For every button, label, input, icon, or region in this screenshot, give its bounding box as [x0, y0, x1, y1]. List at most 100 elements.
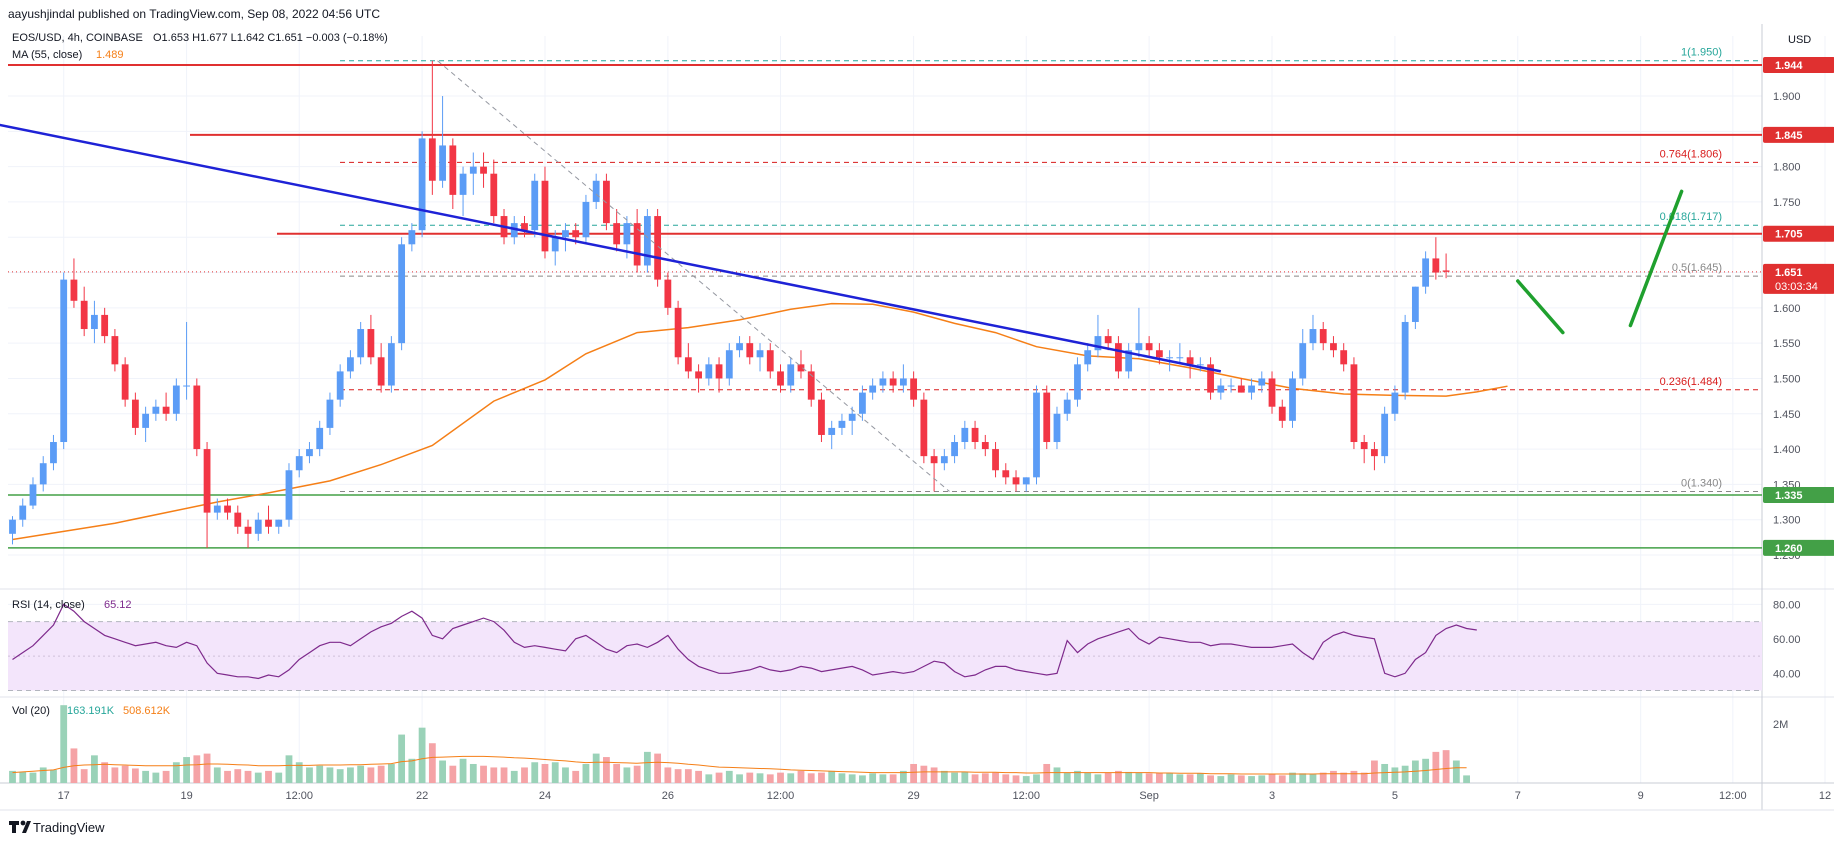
- candle-body: [1258, 378, 1266, 386]
- candle-body: [1043, 392, 1051, 443]
- candle-body: [992, 449, 999, 471]
- candle-body: [521, 223, 528, 231]
- volume-bar: [1258, 775, 1266, 783]
- volume-bar: [1289, 772, 1296, 783]
- volume-bar: [213, 767, 221, 783]
- candle-body: [1237, 385, 1245, 393]
- volume-bar: [910, 763, 918, 783]
- candle-body: [807, 371, 815, 400]
- candle-body: [29, 484, 37, 506]
- candle-body: [172, 385, 180, 414]
- volume-bar: [316, 765, 324, 783]
- candle-body: [295, 456, 303, 471]
- candle-body: [1012, 477, 1020, 485]
- candle-body: [766, 350, 774, 372]
- candle-body: [459, 173, 467, 195]
- volume-bar: [859, 775, 866, 783]
- time-tick-label: 26: [662, 790, 674, 802]
- volume-bar: [275, 772, 283, 783]
- candle-body: [940, 456, 948, 464]
- candle-body: [1391, 392, 1399, 414]
- price-axis: 1.2501.3001.3501.4001.4501.5001.5501.600…: [1763, 56, 1834, 731]
- candle-body: [285, 470, 293, 520]
- candle-body: [859, 392, 866, 414]
- candle-body: [705, 364, 713, 379]
- time-tick-label: 12:00: [285, 790, 313, 802]
- volume-bar: [654, 753, 662, 783]
- candle-body: [1135, 343, 1143, 351]
- candle-body: [1330, 343, 1337, 351]
- candle-body: [1442, 270, 1450, 272]
- volume-bar: [469, 763, 477, 783]
- rsi-legend-label[interactable]: RSI (14, close): [12, 599, 85, 611]
- volume-bar: [899, 770, 907, 783]
- candle-body: [777, 371, 784, 386]
- tradingview-brand[interactable]: TradingView: [33, 820, 105, 835]
- volume-bar: [439, 760, 446, 783]
- price-tick-label: 1.400: [1773, 444, 1801, 456]
- candle-body: [981, 442, 989, 450]
- fib-level-label: 0.236(1.484): [1660, 376, 1722, 388]
- time-tick-label: 12:00: [1719, 790, 1747, 802]
- volume-bar: [848, 774, 856, 783]
- candle-body: [715, 364, 723, 379]
- volume-bar: [224, 770, 231, 783]
- time-tick-label: 17: [58, 790, 70, 802]
- volume-bar: [1125, 771, 1133, 783]
- volume-bar: [1196, 773, 1204, 783]
- candle-body: [1104, 336, 1112, 344]
- candle-body: [387, 343, 395, 386]
- volume-bar: [746, 772, 754, 783]
- candle-body: [347, 357, 354, 372]
- support-price-tag-bg: [1763, 486, 1834, 503]
- ma-legend-label[interactable]: MA (55, close): [12, 49, 82, 61]
- volume-bar: [326, 767, 334, 783]
- volume-bar: [347, 767, 354, 783]
- volume-bar: [131, 768, 139, 783]
- tradingview-logo-icon[interactable]: [9, 820, 31, 833]
- volume-bar: [367, 767, 375, 783]
- symbol-legend[interactable]: EOS/USD, 4h, COINBASE: [12, 32, 143, 44]
- volume-bar: [1340, 772, 1348, 783]
- candle-body: [889, 378, 897, 386]
- volume-bar: [121, 765, 129, 783]
- resistance-price-tag-bg: [1763, 126, 1834, 143]
- volume-bar: [1094, 774, 1102, 783]
- volume-bar: [1319, 772, 1327, 783]
- pane-separators: [0, 24, 1834, 811]
- price-tick-label: 1.450: [1773, 409, 1801, 421]
- candle-body: [643, 216, 651, 266]
- volume-bar: [1033, 774, 1040, 783]
- volume-bar: [387, 763, 395, 783]
- volume-bar: [1330, 770, 1337, 783]
- candle-body: [603, 180, 610, 224]
- volume-bar: [1360, 772, 1368, 783]
- volume-bar: [623, 767, 631, 783]
- volume-bar: [572, 770, 580, 783]
- candle-body: [183, 385, 190, 387]
- support-price-tag: 1.260: [1775, 543, 1803, 555]
- candle-body: [1319, 329, 1327, 344]
- time-tick-label: 12:00: [767, 790, 795, 802]
- current-price-tag-countdown: 03:03:34: [1775, 281, 1818, 293]
- candle-body: [19, 505, 27, 520]
- volume-bar: [1391, 767, 1399, 783]
- volume-bar: [695, 770, 702, 783]
- volume-bar: [1135, 772, 1143, 783]
- volume-bar: [521, 767, 528, 783]
- candle-body: [70, 279, 78, 301]
- volume-bar: [111, 767, 119, 783]
- volume-bar: [725, 770, 733, 783]
- volume-bar: [531, 762, 539, 783]
- candle-body: [9, 519, 16, 534]
- volume-bar: [613, 763, 621, 783]
- volume-bar: [1381, 763, 1389, 783]
- candle-body: [613, 223, 621, 245]
- candle-body: [1371, 449, 1378, 457]
- volume-bar: [29, 772, 37, 783]
- axis-unit: USD: [1788, 34, 1811, 46]
- volume-bar: [674, 769, 682, 783]
- volume-legend-label[interactable]: Vol (20): [12, 705, 50, 717]
- candle-body: [1196, 364, 1204, 366]
